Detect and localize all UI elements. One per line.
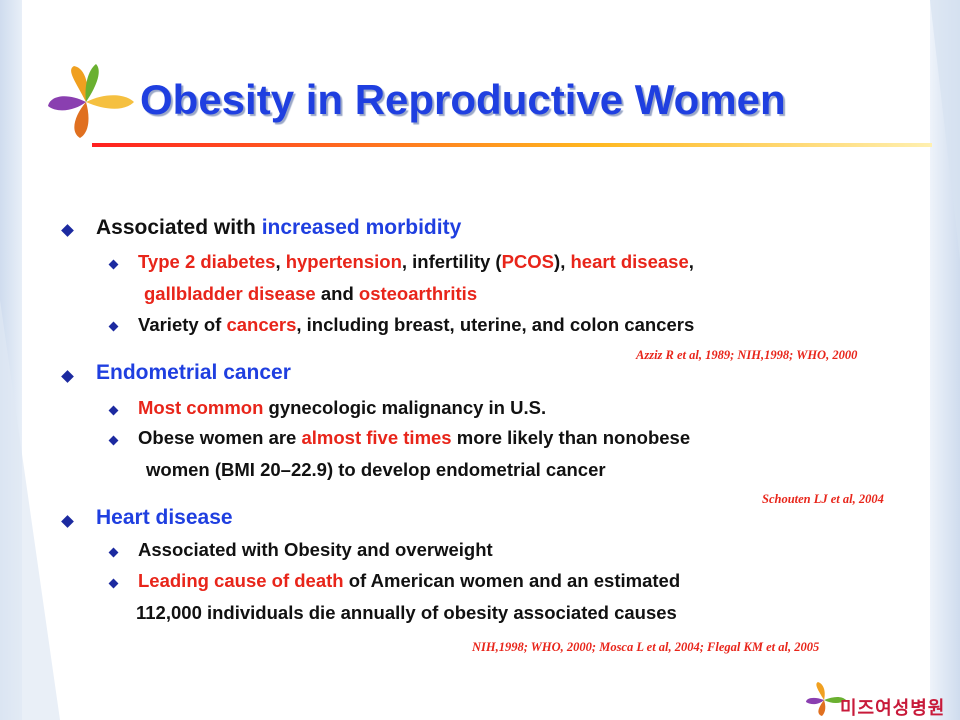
citation-endometrial: Schouten LJ et al, 2004 xyxy=(762,492,884,506)
sub-bullet-diamond-icon xyxy=(108,321,119,332)
sub-bullet-diamond-icon xyxy=(108,405,119,416)
citation-heart: NIH,1998; WHO, 2000; Mosca L et al, 2004… xyxy=(472,640,820,654)
footer-brand-name: 미즈여성병원 xyxy=(840,698,946,718)
flower-logo-icon xyxy=(48,64,134,138)
item-five-times-line2: women (BMI 20–22.9) to develop endometri… xyxy=(146,459,606,480)
bullet-diamond-icon xyxy=(61,370,74,383)
sub-bullet-diamond-icon xyxy=(108,435,119,446)
footer-flower-logo-icon xyxy=(806,682,846,716)
item-most-common: Most common gynecologic malignancy in U.… xyxy=(138,397,547,418)
item-leading-cause-line2: 112,000 individuals die annually of obes… xyxy=(136,602,677,623)
title-underline xyxy=(92,143,932,147)
sub-bullet-diamond-icon xyxy=(108,578,119,589)
item-leading-cause-line1: Leading cause of death of American women… xyxy=(138,570,681,591)
item-overweight: Associated with Obesity and overweight xyxy=(138,539,493,560)
bullet-diamond-icon xyxy=(61,515,74,528)
citation-morbidity: Azziz R et al, 1989; NIH,1998; WHO, 2000 xyxy=(636,348,858,362)
background-left-panel xyxy=(0,0,22,720)
section-heading-heart: Heart disease xyxy=(96,506,233,529)
slide-title: Obesity in Reproductive Women xyxy=(140,76,786,123)
sub-bullet-diamond-icon xyxy=(108,259,119,270)
item-five-times-line1: Obese women are almost five times more l… xyxy=(138,427,691,448)
item-cancers: Variety of cancers, including breast, ut… xyxy=(138,314,695,335)
section-heading-endometrial: Endometrial cancer xyxy=(96,361,291,384)
section-heading-morbidity: Associated with increased morbidity xyxy=(96,216,462,239)
bullet-diamond-icon xyxy=(61,224,74,237)
item-conditions-line2: gallbladder disease and osteoarthritis xyxy=(144,283,478,304)
sub-bullet-diamond-icon xyxy=(108,547,119,558)
item-conditions-line1: Type 2 diabetes, hypertension, infertili… xyxy=(138,251,694,272)
